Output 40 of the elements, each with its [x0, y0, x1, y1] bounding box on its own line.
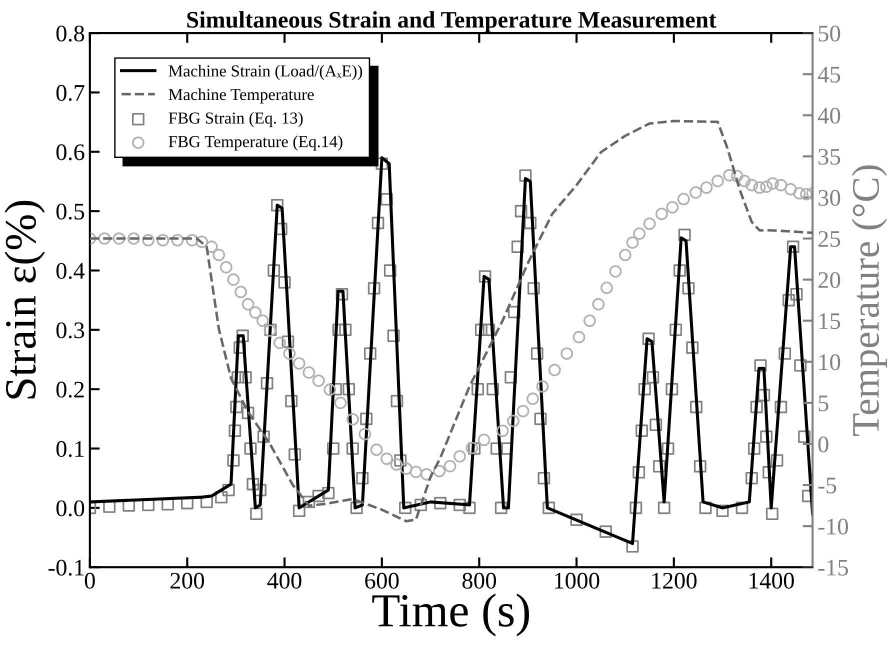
y2-tick-label: -10	[818, 518, 848, 535]
y2-tick-label: 50	[818, 26, 840, 42]
y-tick-label: 0.5	[56, 204, 84, 220]
y2-tick-label: 40	[818, 108, 840, 124]
y2-tick-label: 25	[818, 231, 840, 247]
x-tick-label: 200	[170, 572, 204, 589]
y-tick-label: 0.2	[56, 382, 84, 398]
y2-tick-label: 45	[818, 66, 840, 83]
x-tick-label: 600	[365, 572, 399, 589]
y-tick-label: 0.7	[56, 84, 84, 101]
y-tick-label: 0.3	[56, 322, 84, 338]
x-tick-label: 1200	[652, 572, 697, 589]
chart-title: Simultaneous Strain and Temperature Measurement	[187, 11, 716, 33]
y2-tick-label: 5	[818, 396, 828, 412]
y-axis-title: Strain ε(%)	[4, 200, 45, 398]
y-tick-label: 0.0	[56, 500, 84, 516]
y-tick-label: 0.1	[56, 441, 84, 458]
legend-label: Machine Strain (Load/(AₓE))	[168, 64, 362, 80]
x-tick-label: 1000	[555, 572, 600, 589]
y2-tick-label: -15	[818, 560, 848, 576]
x-tick-label: 0	[84, 572, 95, 589]
y2-tick-label: 10	[820, 354, 840, 370]
x-tick-label: 400	[267, 572, 302, 589]
y2-tick-label: 0	[818, 436, 828, 452]
x-axis-title: Time (s)	[372, 594, 529, 636]
x-tick-label: 1400	[750, 572, 794, 589]
y2-tick-label: -5	[818, 478, 836, 494]
y2-tick-label: 30	[818, 190, 840, 206]
y-tick-label: 0.6	[56, 144, 84, 160]
y-tick-label: 0.8	[56, 26, 84, 42]
y-tick-label: 0.4	[56, 262, 85, 280]
y2-tick-label: 35	[818, 148, 840, 165]
legend-label: Machine Temperature	[168, 88, 314, 104]
y2-axis-title: Temperature (°C)	[852, 165, 887, 436]
legend-label: FBG Strain (Eq. 13)	[168, 112, 303, 128]
y2-tick-label: 20	[818, 272, 840, 288]
y-tick-label: -0.1	[48, 560, 84, 576]
x-tick-label: 800	[462, 572, 496, 589]
legend-label: FBG Temperature (Eq.14)	[168, 136, 342, 151]
y2-tick-label: 15	[820, 313, 840, 330]
